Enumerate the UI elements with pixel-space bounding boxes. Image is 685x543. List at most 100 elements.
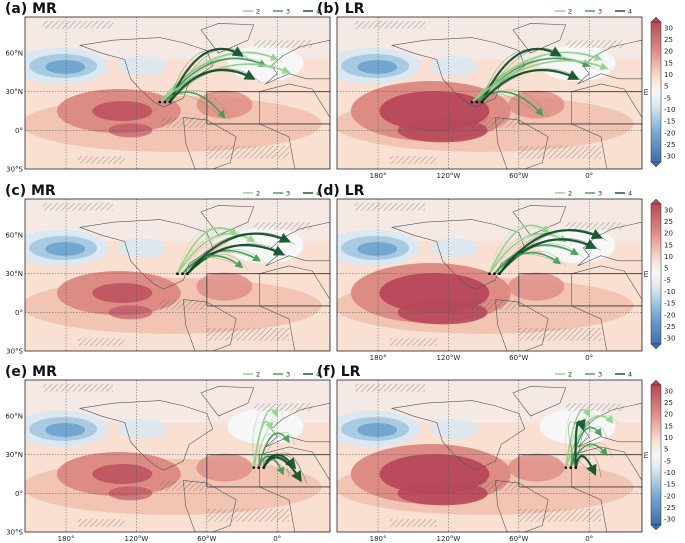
panel-frame: [336, 16, 643, 170]
significance-hatch: [389, 519, 437, 527]
coastline: [495, 117, 549, 169]
colorbar-tick-label: -10: [664, 288, 675, 296]
colorbar-tick-label: -5: [664, 457, 671, 465]
lat-tick-label: 30°N: [5, 88, 23, 96]
coastline: [512, 386, 567, 417]
legend-label: 4: [628, 371, 632, 379]
trajectory-member: [494, 253, 554, 274]
significance-hatch: [471, 480, 519, 491]
pacific-high-core: [92, 101, 153, 122]
lon-tick-label: 120°W: [125, 535, 149, 543]
npac-low-core: [357, 241, 398, 256]
source-point: [564, 466, 568, 469]
colorbar-tick-label: 5: [664, 265, 668, 273]
colorbar-tick-label: -25: [664, 504, 675, 512]
colorbar-body: [650, 384, 662, 526]
trajectory-member: [187, 233, 284, 274]
npac-low-core: [45, 241, 86, 256]
panel-title: (d) LR: [317, 183, 365, 199]
panel-frame: [24, 379, 331, 533]
source-point: [498, 272, 501, 276]
legend-label: 3: [598, 190, 602, 198]
significance-hatch: [471, 299, 519, 310]
coastline: [259, 83, 330, 169]
map-field: [25, 380, 330, 532]
atlantic-patch: [508, 272, 565, 301]
trajectory-member: [263, 459, 295, 478]
namerica-low: [430, 418, 479, 439]
trajectory-member: [575, 421, 584, 468]
source-point: [493, 272, 496, 276]
colorbar-unit: m: [642, 270, 650, 277]
significance-hatch: [389, 338, 437, 346]
source-point: [158, 100, 162, 104]
source-point: [488, 272, 491, 276]
coastline: [183, 299, 237, 351]
lon-tick-label: 180°: [370, 354, 387, 362]
namerica-low: [118, 418, 167, 439]
colorbar-tick-label: 10: [664, 434, 673, 442]
source-point: [262, 466, 266, 469]
significance-hatch: [354, 202, 425, 211]
coastline: [265, 39, 330, 85]
legend-label: 2: [256, 190, 260, 198]
panel-frame: [24, 16, 331, 170]
colorbar-tick-label: 10: [664, 71, 673, 79]
lat-tick-label: 30°N: [5, 270, 23, 278]
significance-hatch: [518, 508, 601, 522]
lon-tick-label: 120°W: [437, 172, 461, 180]
coastline: [571, 446, 642, 532]
source-point: [176, 272, 179, 276]
colorbar-tick-label: -25: [664, 323, 675, 331]
source-point: [168, 100, 172, 104]
coastline: [78, 400, 214, 471]
colorbar-tick-label: -15: [664, 481, 675, 489]
coastline: [495, 480, 549, 532]
trajectory-member: [481, 70, 572, 103]
significance-hatch: [42, 202, 113, 211]
trajectory-member: [575, 420, 590, 468]
colorbar-tick-label: -20: [664, 311, 675, 319]
significance-hatch: [518, 145, 601, 159]
trajectory-member: [169, 68, 260, 103]
lon-tick-label: 0°: [585, 535, 593, 543]
trajectory-member: [499, 229, 602, 274]
coastline: [183, 480, 237, 532]
source-point: [163, 100, 167, 104]
colorbar-tick-label: 5: [664, 83, 668, 91]
significance-hatch: [253, 403, 313, 411]
coastline: [200, 23, 255, 54]
colorbar-tick-label: -15: [664, 118, 675, 126]
colorbar-tick-label: 15: [664, 422, 673, 430]
trajectory-member: [253, 420, 278, 468]
significance-hatch: [159, 480, 207, 491]
coastline: [78, 219, 214, 290]
lat-tick-label: 30°S: [6, 348, 23, 356]
colorbar-extend-top: [650, 379, 662, 386]
significance-hatch: [518, 327, 601, 341]
colorbar-tick-label: -5: [664, 276, 671, 284]
pacific-high-core: [92, 464, 153, 485]
significance-hatch: [565, 40, 625, 48]
trajectory-member: [489, 225, 543, 274]
trajectory-member: [489, 226, 555, 274]
coastline: [577, 221, 642, 267]
lon-tick-label: 0°: [585, 354, 593, 362]
trajectory-member: [177, 232, 260, 274]
namerica-low: [430, 55, 479, 76]
colorbar-tick-label: -10: [664, 106, 675, 114]
panel-title: (f) LR: [317, 364, 361, 380]
lat-tick-label: 0°: [15, 490, 23, 498]
significance-hatch: [565, 403, 625, 411]
significance-hatch: [354, 383, 425, 392]
map-field: [337, 199, 642, 351]
trajectory-member: [499, 230, 596, 274]
npac-low-core: [45, 59, 86, 74]
npac-low-core: [45, 422, 86, 437]
colorbar-tick-label: 5: [664, 446, 668, 454]
colorbar-tick-label: -20: [664, 129, 675, 137]
trajectory-member: [253, 409, 272, 468]
trajectory-member: [489, 225, 549, 274]
source-point: [480, 100, 484, 104]
